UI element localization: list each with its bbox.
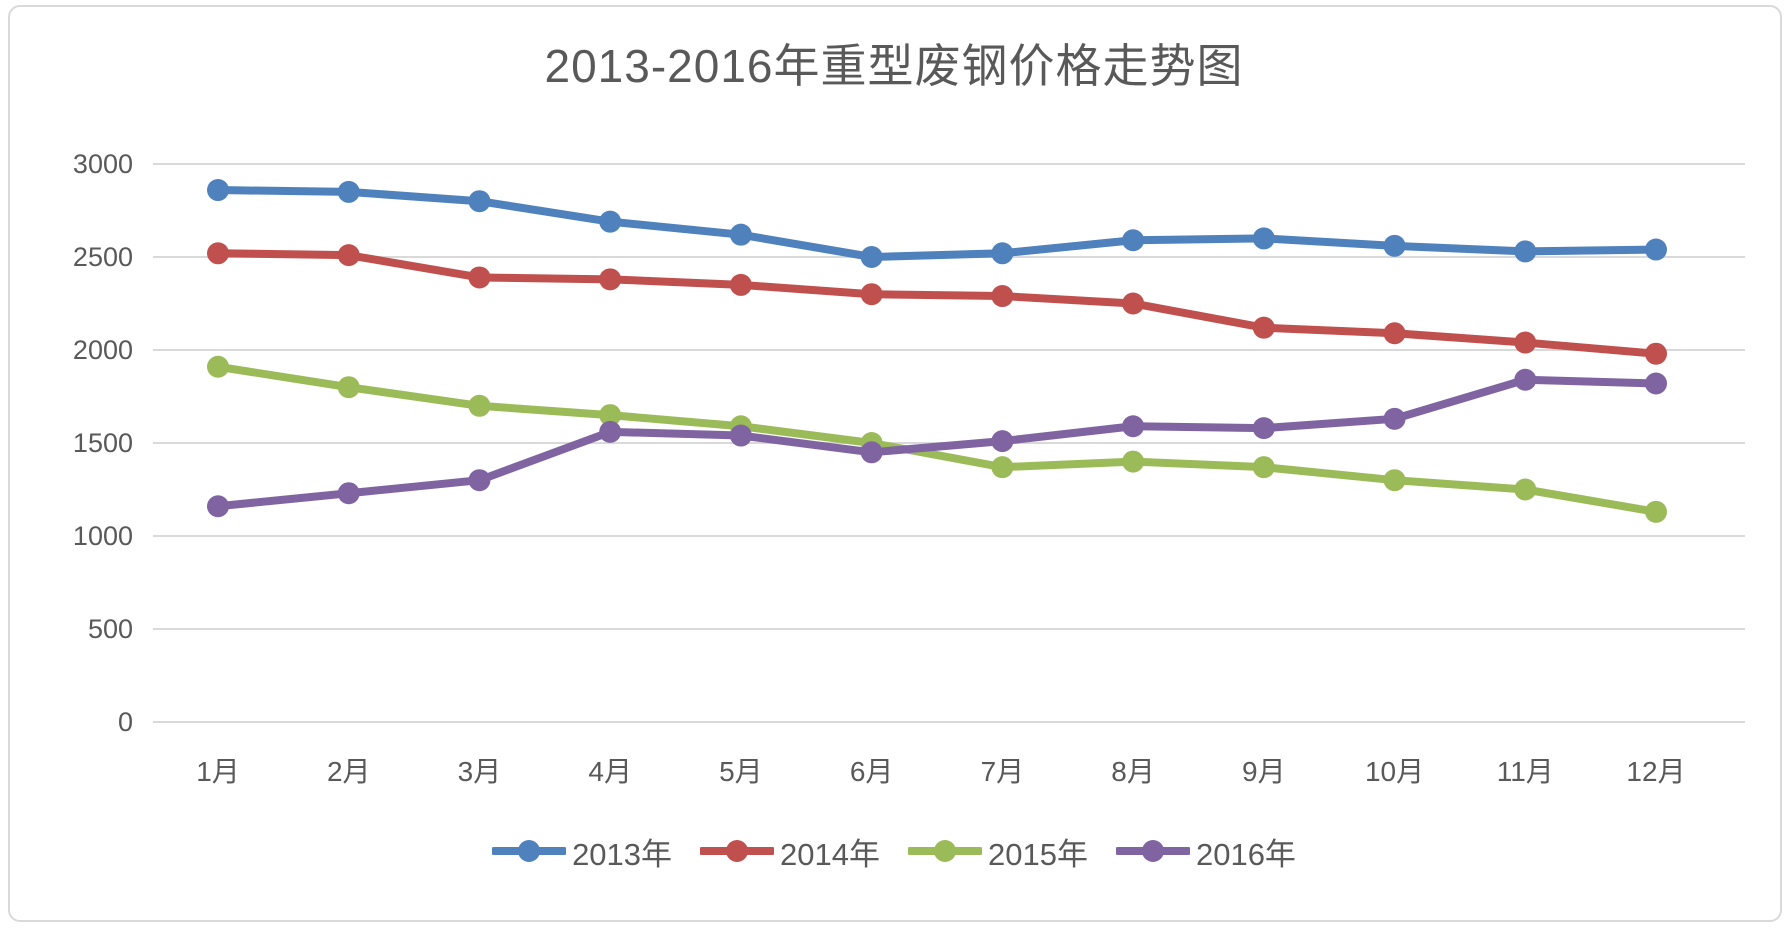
series-point-2016年: [1122, 415, 1145, 438]
series-point-2015年: [991, 456, 1014, 479]
series-point-2016年: [468, 469, 491, 492]
series-point-2013年: [860, 246, 883, 268]
legend-item-2015年: 2015年: [908, 829, 1088, 874]
series-line-2014年: [214, 249, 1660, 358]
series-point-2013年: [1383, 234, 1406, 257]
x-tick-label: 11月: [1497, 756, 1554, 787]
series-point-2014年: [1645, 342, 1667, 365]
series-point-2015年: [1514, 478, 1537, 501]
series-point-2014年: [1514, 331, 1537, 354]
series-point-2016年: [729, 424, 752, 447]
series-point-2014年: [1122, 292, 1145, 315]
y-tick-label: 500: [88, 614, 133, 644]
series-point-2014年: [991, 285, 1014, 308]
legend-line-marker-icon: [1115, 840, 1190, 862]
series-point-2013年: [468, 190, 491, 213]
series-point-2016年: [1645, 372, 1667, 395]
series-point-2015年: [337, 376, 360, 399]
y-tick-label: 1000: [73, 521, 133, 551]
legend-item-2013年: 2013年: [492, 829, 672, 874]
y-tick-label: 1500: [73, 428, 133, 458]
x-tick-label: 7月: [981, 756, 1025, 787]
x-tick-label: 3月: [458, 756, 502, 787]
series-point-2014年: [1383, 322, 1406, 345]
series-point-2015年: [599, 404, 622, 427]
y-tick-label: 0: [118, 707, 133, 737]
series-point-2015年: [1383, 469, 1406, 492]
legend-label: 2013年: [572, 836, 673, 872]
series-point-2014年: [337, 244, 360, 267]
x-tick-label: 9月: [1242, 756, 1286, 787]
series-point-2016年: [991, 430, 1014, 453]
x-tick-label: 8月: [1111, 756, 1155, 787]
x-tick-label: 10月: [1365, 756, 1424, 787]
series-point-2013年: [1252, 227, 1275, 250]
chart-title: 2013-2016年重型废钢价格走势图: [544, 40, 1244, 92]
x-tick-label: 6月: [850, 756, 894, 787]
x-tick-label: 12月: [1626, 756, 1685, 787]
chart-panel-border: [8, 5, 1782, 922]
series-point-2014年: [860, 283, 883, 306]
x-tick-label: 1月: [196, 756, 240, 787]
legend-label: 2016年: [1195, 836, 1296, 872]
series-point-2014年: [207, 242, 229, 265]
series-point-2015年: [1645, 500, 1667, 523]
series-point-2013年: [337, 180, 360, 203]
series-point-2016年: [207, 495, 229, 518]
x-tick-label: 2月: [327, 756, 371, 787]
legend-label: 2014年: [780, 836, 880, 872]
series-point-2014年: [729, 273, 752, 296]
series-point-2013年: [991, 242, 1014, 265]
series-point-2016年: [1514, 368, 1537, 391]
series-point-2014年: [599, 268, 622, 291]
series-point-2015年: [207, 355, 229, 378]
series-point-2013年: [1645, 238, 1667, 261]
series-point-2016年: [860, 441, 883, 464]
x-tick-label: 4月: [588, 756, 632, 787]
y-tick-label: 2000: [73, 335, 133, 365]
series-point-2014年: [1252, 316, 1275, 339]
y-tick-label: 3000: [73, 149, 133, 179]
series-line-2015年: [214, 362, 1660, 516]
series-point-2013年: [1122, 229, 1145, 252]
x-tick-label: 5月: [719, 756, 763, 787]
y-tick-label: 2500: [73, 242, 133, 272]
series-line-2016年: [214, 375, 1660, 511]
series-point-2015年: [1252, 456, 1275, 479]
series-point-2014年: [468, 266, 491, 289]
legend-line-marker-icon: [908, 840, 982, 862]
series-line-2013年: [214, 186, 1660, 261]
series-point-2016年: [599, 420, 622, 443]
series-point-2016年: [337, 482, 360, 505]
series-point-2013年: [729, 223, 752, 246]
legend-item-2014年: 2014年: [700, 829, 880, 874]
legend-line-marker-icon: [700, 840, 775, 862]
series-point-2015年: [468, 394, 491, 417]
series-point-2015年: [1122, 450, 1145, 473]
series-point-2016年: [1252, 417, 1275, 440]
legend-line-marker-icon: [492, 840, 567, 862]
chart-legend: 2013年 2014年 2015年 2016年: [0, 826, 1788, 876]
legend-label: 2015年: [988, 836, 1088, 872]
legend-item-2016年: 2016年: [1115, 829, 1296, 874]
series-point-2013年: [1514, 240, 1537, 263]
series-point-2013年: [599, 210, 622, 233]
series-point-2016年: [1383, 407, 1406, 430]
series-point-2013年: [207, 179, 229, 202]
